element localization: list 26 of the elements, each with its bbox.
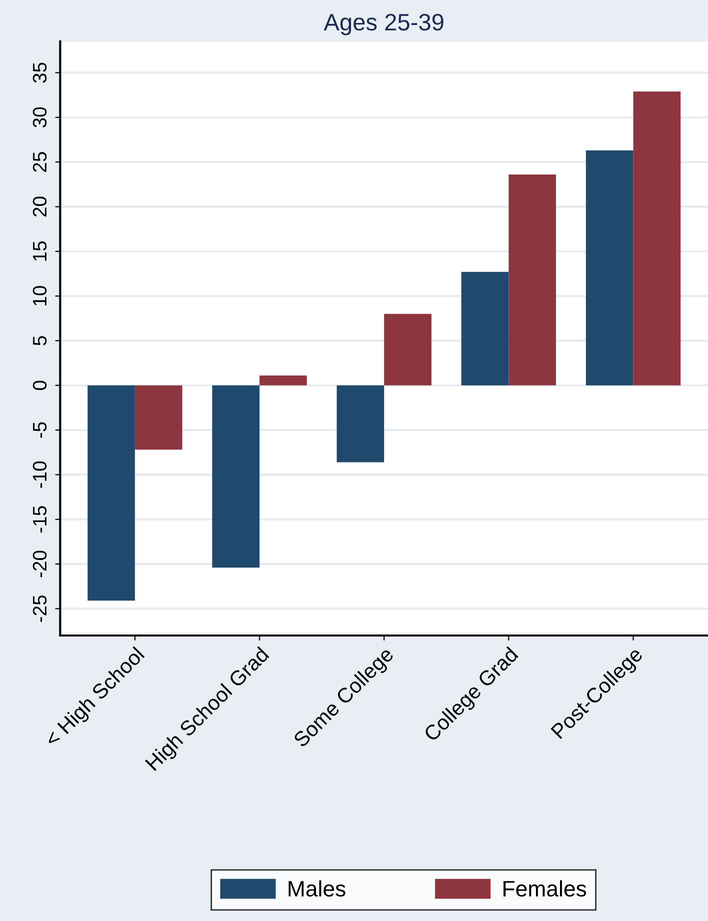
chart-title: Ages 25-39 — [324, 14, 444, 36]
y-tick-label: 25 — [32, 152, 47, 172]
y-tick-label: 35 — [32, 62, 47, 83]
y-tick-label: -25 — [32, 595, 47, 622]
y-tick-label: -15 — [33, 506, 47, 533]
y-tick-label: -10 — [32, 461, 47, 488]
bar — [384, 314, 432, 386]
y-tick-label: -5 — [33, 422, 47, 438]
y-tick-label: 5 — [33, 336, 47, 346]
bar — [336, 385, 384, 462]
bar — [508, 174, 556, 386]
bar — [88, 385, 135, 601]
bar — [134, 385, 182, 450]
bar — [586, 150, 634, 386]
y-tick-label: 30 — [32, 107, 47, 128]
legend-label: Females — [504, 880, 586, 897]
bar — [212, 385, 260, 568]
bar — [633, 91, 681, 386]
bar — [461, 272, 509, 386]
y-tick-label: 10 — [32, 286, 47, 306]
y-tick-label: 0 — [32, 380, 47, 390]
y-tick-label: 15 — [33, 241, 47, 261]
bar — [260, 376, 307, 386]
y-tick-label: -20 — [32, 550, 47, 578]
y-tick-label: 20 — [32, 196, 47, 217]
legend-label: Males — [288, 880, 346, 897]
